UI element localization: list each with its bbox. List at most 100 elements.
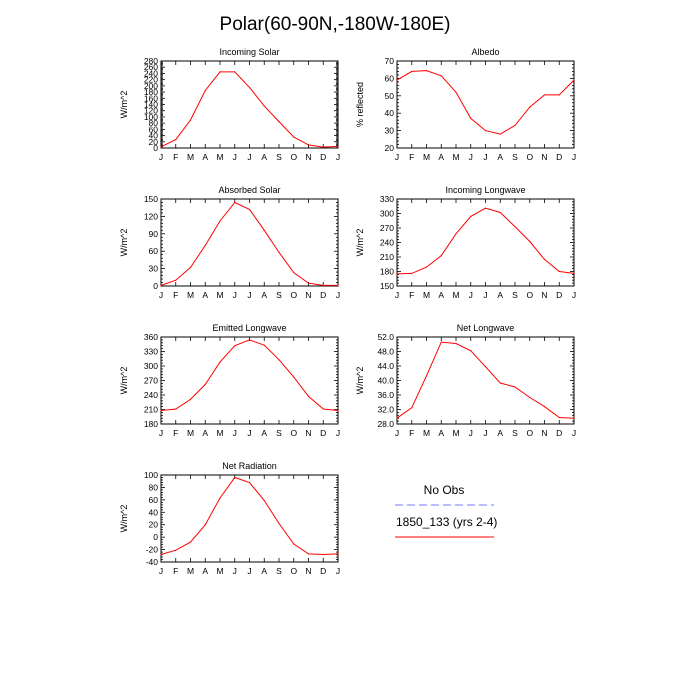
y-tick-label: 52.0 [377, 332, 394, 342]
data-point [411, 407, 413, 409]
data-point [189, 266, 192, 269]
data-point [543, 258, 546, 261]
y-tick-label: 300 [380, 209, 394, 219]
y-tick-label: 220 [144, 75, 158, 85]
panel-emitted-longwave: Emitted Longwave W/m^2 180 210 240 270 300 330 3… [119, 323, 340, 438]
y-tick-label: 40 [385, 108, 395, 118]
x-tick-label: J [572, 290, 576, 300]
data-point [470, 117, 472, 120]
x-tick-label: A [438, 152, 444, 162]
y-tick-label: 90 [149, 229, 159, 239]
x-tick-label: A [202, 566, 208, 576]
data-point [189, 541, 192, 543]
x-tick-label: S [276, 152, 282, 162]
data-point [219, 71, 221, 73]
data-point [396, 273, 398, 275]
x-tick-label: O [290, 566, 297, 576]
data-point [455, 233, 457, 235]
plot-frame [160, 336, 339, 425]
data-point [558, 94, 560, 96]
panel-incoming-longwave: Incoming Longwave W/m^2 150 180 210 240 270 300… [355, 185, 576, 300]
data-point [573, 272, 575, 275]
data-point [470, 215, 472, 217]
y-tick-label: 330 [380, 194, 394, 204]
x-tick-label: D [320, 152, 326, 162]
data-point [514, 386, 516, 388]
data-point [189, 119, 192, 121]
data-point [529, 240, 531, 243]
y-tick-label: 300 [144, 361, 158, 371]
y-tick-label: 20 [149, 137, 159, 147]
x-tick-label: M [423, 290, 430, 300]
panel-incoming-solar: Incoming Solar W/m^2 020406080100120140160… [119, 47, 340, 162]
y-axis-label: W/m^2 [119, 229, 129, 257]
x-tick-label: D [556, 290, 562, 300]
data-point [248, 208, 251, 211]
x-tick-label: J [159, 428, 163, 438]
data-point [263, 229, 265, 231]
data-point [175, 279, 177, 281]
panel-net-longwave: Net Longwave W/m^2 28.0 32.0 36.0 40.0 44.0 48.… [355, 323, 576, 438]
x-tick-label: A [261, 566, 267, 576]
data-point [175, 549, 177, 551]
x-tick-label: J [247, 428, 251, 438]
data-point [248, 339, 251, 341]
data-point [307, 144, 310, 146]
y-tick-label: 240 [380, 238, 394, 248]
y-tick-label: 360 [144, 332, 158, 342]
y-tick-label: 60 [149, 246, 159, 256]
panel-title: Incoming Solar [219, 47, 279, 57]
data-point [234, 476, 236, 479]
x-tick-label: N [305, 566, 311, 576]
series-line-net-longwave [396, 341, 575, 419]
data-point [529, 106, 531, 108]
data-point [293, 136, 295, 138]
x-tick-label: O [290, 428, 297, 438]
x-tick-label: A [261, 290, 267, 300]
data-point [337, 284, 339, 287]
y-tick-label: 40 [149, 131, 159, 141]
x-tick-label: N [305, 428, 311, 438]
x-tick-label: S [512, 152, 518, 162]
y-tick-label: 70 [385, 56, 395, 66]
y-tick-label: 48.0 [377, 347, 394, 357]
y-axis-label: W/m^2 [119, 367, 129, 395]
x-tick-label: J [336, 428, 340, 438]
x-tick-label: J [483, 152, 487, 162]
data-point [514, 124, 516, 126]
x-tick-label: J [159, 290, 163, 300]
y-tick-label: 120 [144, 106, 158, 116]
x-tick-label: F [173, 290, 178, 300]
y-tick-label: 100 [144, 112, 158, 122]
x-tick-label: M [187, 428, 194, 438]
data-point [543, 94, 546, 96]
data-point [558, 270, 560, 273]
x-tick-label: F [409, 152, 414, 162]
data-point [307, 395, 310, 398]
x-tick-label: J [247, 290, 251, 300]
panel-title: Net Radiation [222, 461, 277, 471]
x-tick-label: J [395, 290, 399, 300]
y-tick-label: 0 [153, 281, 158, 291]
x-tick-label: A [438, 428, 444, 438]
x-tick-label: J [572, 152, 576, 162]
x-tick-label: M [216, 566, 223, 576]
series-line-incoming-longwave [396, 207, 575, 275]
y-tick-label: 100 [144, 470, 158, 480]
y-tick-label: 40 [149, 507, 159, 517]
x-tick-label: N [541, 428, 547, 438]
y-tick-label: 0 [153, 143, 158, 153]
x-tick-label: O [290, 152, 297, 162]
x-tick-label: A [202, 152, 208, 162]
x-tick-label: F [409, 428, 414, 438]
x-tick-label: A [497, 152, 503, 162]
y-tick-label: 180 [380, 267, 394, 277]
x-tick-label: S [512, 428, 518, 438]
data-point [455, 91, 457, 93]
data-point [411, 272, 413, 275]
y-axis-label: W/m^2 [355, 367, 365, 395]
data-point [204, 383, 206, 385]
